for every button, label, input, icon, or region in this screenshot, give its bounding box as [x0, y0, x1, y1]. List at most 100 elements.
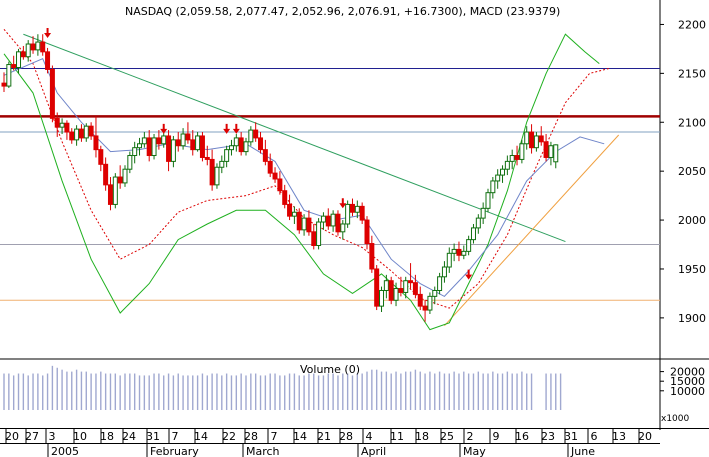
candle-body — [408, 280, 414, 284]
date-tick-label: 31 — [146, 430, 160, 443]
candle — [219, 155, 225, 174]
candle-body — [548, 145, 554, 158]
candle-body — [45, 51, 51, 70]
price-tick-label: 2050 — [678, 165, 706, 178]
down-arrow-icon — [232, 123, 240, 134]
candle-body — [267, 160, 273, 174]
candle-body — [228, 145, 234, 151]
candle-body — [490, 180, 496, 194]
candle — [485, 188, 491, 213]
candle — [262, 139, 268, 166]
candle-body — [388, 280, 394, 301]
candle-body — [282, 190, 288, 205]
candle-body — [480, 207, 486, 219]
candle-body — [88, 125, 94, 137]
date-tick-label: 24 — [122, 430, 136, 443]
candle-body — [306, 217, 312, 233]
date-tick-label: 7 — [172, 430, 179, 443]
date-tick-label: 13 — [612, 430, 626, 443]
month-label: February — [150, 445, 199, 457]
candle-body — [485, 192, 491, 209]
candle — [369, 235, 375, 273]
candle — [509, 149, 515, 170]
candle — [59, 118, 65, 134]
date-tick-label: 25 — [440, 430, 454, 443]
candle — [64, 120, 70, 140]
candle — [538, 126, 544, 146]
candle — [408, 263, 414, 289]
candle — [296, 208, 302, 234]
date-tick-label: 11 — [390, 430, 404, 443]
candle — [282, 184, 288, 209]
candle — [132, 141, 138, 164]
candle-body — [103, 163, 109, 186]
date-tick-label: 18 — [415, 430, 429, 443]
candle-body — [248, 129, 254, 143]
candle — [69, 128, 75, 144]
candle-body — [151, 137, 157, 157]
candle-body — [330, 213, 336, 227]
candle — [417, 286, 423, 311]
candle — [412, 274, 418, 299]
candle — [553, 144, 559, 169]
candle — [330, 210, 336, 232]
candle-body — [64, 122, 70, 133]
candle-body — [529, 131, 535, 149]
date-tick-label: 27 — [25, 430, 39, 443]
candle — [49, 65, 55, 123]
candle — [224, 145, 230, 168]
candle — [74, 125, 80, 146]
candle — [470, 223, 476, 244]
indicator-lines — [3, 28, 610, 331]
volume-tick-label: 20000 — [670, 366, 705, 379]
down-arrow-icon — [465, 269, 473, 280]
candle-body — [287, 203, 293, 217]
down-arrow-icon — [44, 28, 52, 39]
candle-body — [185, 133, 191, 141]
candle — [393, 282, 399, 307]
candle-body — [54, 117, 60, 128]
candle — [161, 132, 167, 148]
candle — [287, 194, 293, 221]
candle-body — [470, 227, 476, 241]
candle — [422, 300, 428, 322]
candle-body — [243, 141, 249, 153]
candle — [533, 132, 539, 152]
candle — [359, 202, 365, 224]
candle-body — [495, 174, 501, 182]
candle-body — [369, 243, 375, 270]
candle — [98, 145, 104, 172]
candle — [30, 36, 36, 54]
candle — [500, 165, 506, 183]
candle-body — [74, 128, 80, 141]
candle — [228, 139, 234, 156]
date-tick-label: 14 — [293, 430, 307, 443]
candle — [519, 139, 525, 164]
candle-body — [383, 280, 389, 291]
candle — [267, 153, 273, 178]
candle-body — [461, 250, 467, 256]
candle-body — [519, 143, 525, 160]
candle-body — [432, 289, 438, 297]
month-label: March — [246, 445, 280, 457]
candle — [6, 61, 12, 89]
candle — [233, 133, 239, 152]
candle-body — [311, 231, 317, 246]
candle-body — [83, 125, 89, 139]
candle — [466, 235, 472, 256]
candle — [364, 216, 370, 250]
date-tick-label: 4 — [366, 430, 373, 443]
candle-body — [403, 280, 409, 293]
candle — [432, 286, 438, 305]
candle — [170, 135, 176, 168]
candle-body — [30, 43, 36, 51]
candle-body — [238, 137, 244, 153]
horizontal-levels — [0, 33, 660, 327]
candle — [306, 210, 312, 236]
month-label: May — [463, 445, 486, 457]
candle — [238, 132, 244, 156]
candle — [316, 218, 322, 250]
candle-body — [340, 223, 346, 233]
date-tick-label: 3 — [49, 430, 56, 443]
